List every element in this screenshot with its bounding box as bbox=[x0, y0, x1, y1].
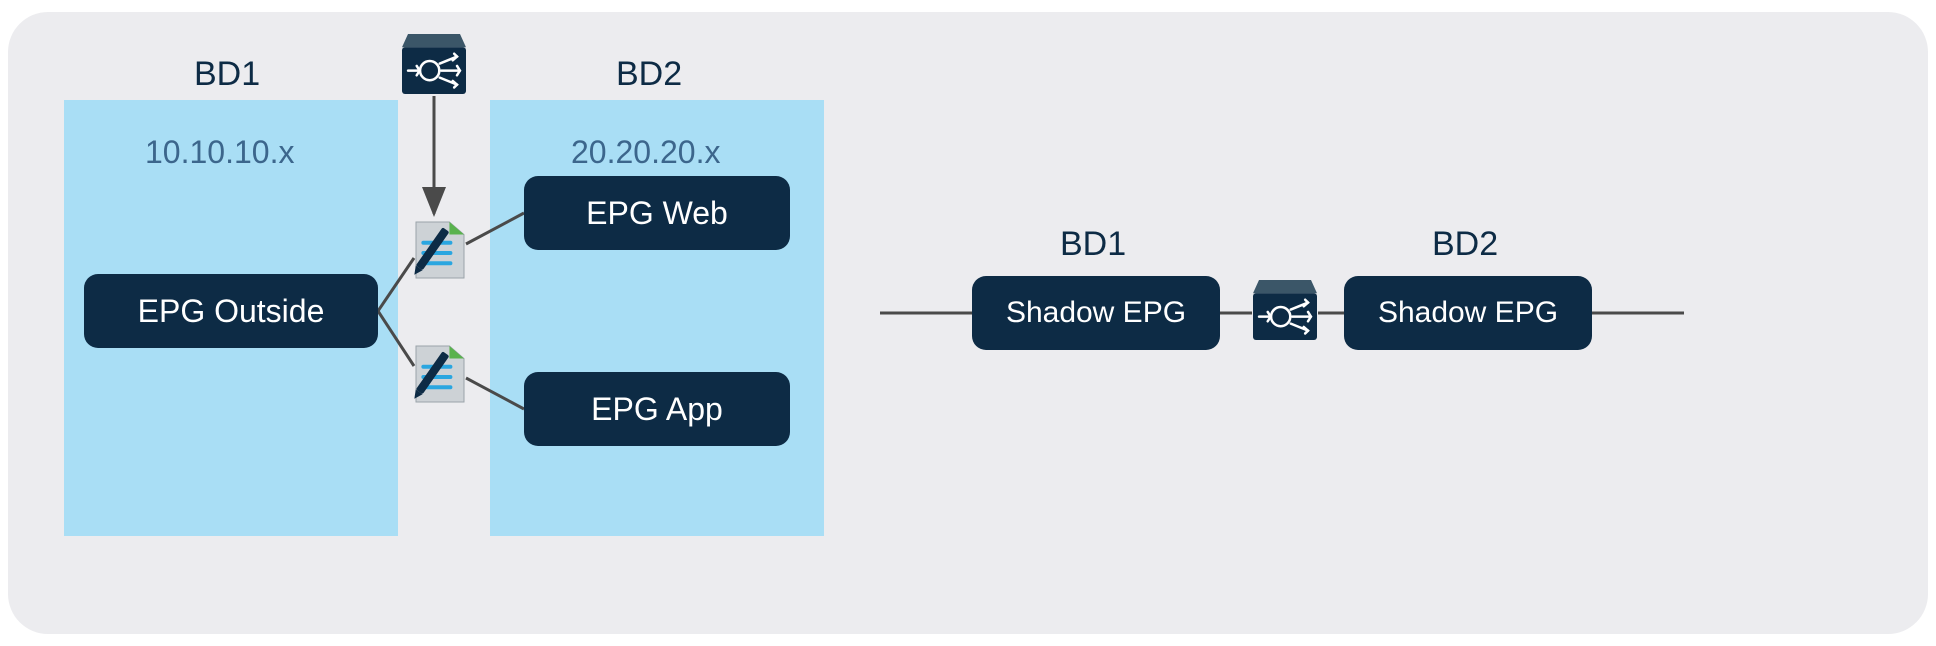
shadow-epg-1-label: Shadow EPG bbox=[1006, 296, 1186, 330]
shadow-epg-2: Shadow EPG bbox=[1344, 276, 1592, 350]
contract-icon bbox=[414, 220, 466, 280]
epg-outside-label: EPG Outside bbox=[138, 293, 325, 330]
router-icon bbox=[398, 34, 470, 94]
epg-outside: EPG Outside bbox=[84, 274, 378, 348]
epg-app: EPG App bbox=[524, 372, 790, 446]
shadow-epg-1: Shadow EPG bbox=[972, 276, 1220, 350]
contract-icon bbox=[414, 344, 466, 404]
shadow-epg-2-label: Shadow EPG bbox=[1378, 296, 1558, 330]
bd1-title-right: BD1 bbox=[1060, 225, 1126, 264]
diagram-canvas: BD1 BD2 10.10.10.x 20.20.20.x EPG Outsid… bbox=[0, 0, 1936, 646]
bd2-title-right: BD2 bbox=[1432, 225, 1498, 264]
epg-web-label: EPG Web bbox=[586, 195, 728, 232]
router-icon bbox=[1249, 280, 1321, 340]
epg-app-label: EPG App bbox=[591, 391, 723, 428]
epg-web: EPG Web bbox=[524, 176, 790, 250]
